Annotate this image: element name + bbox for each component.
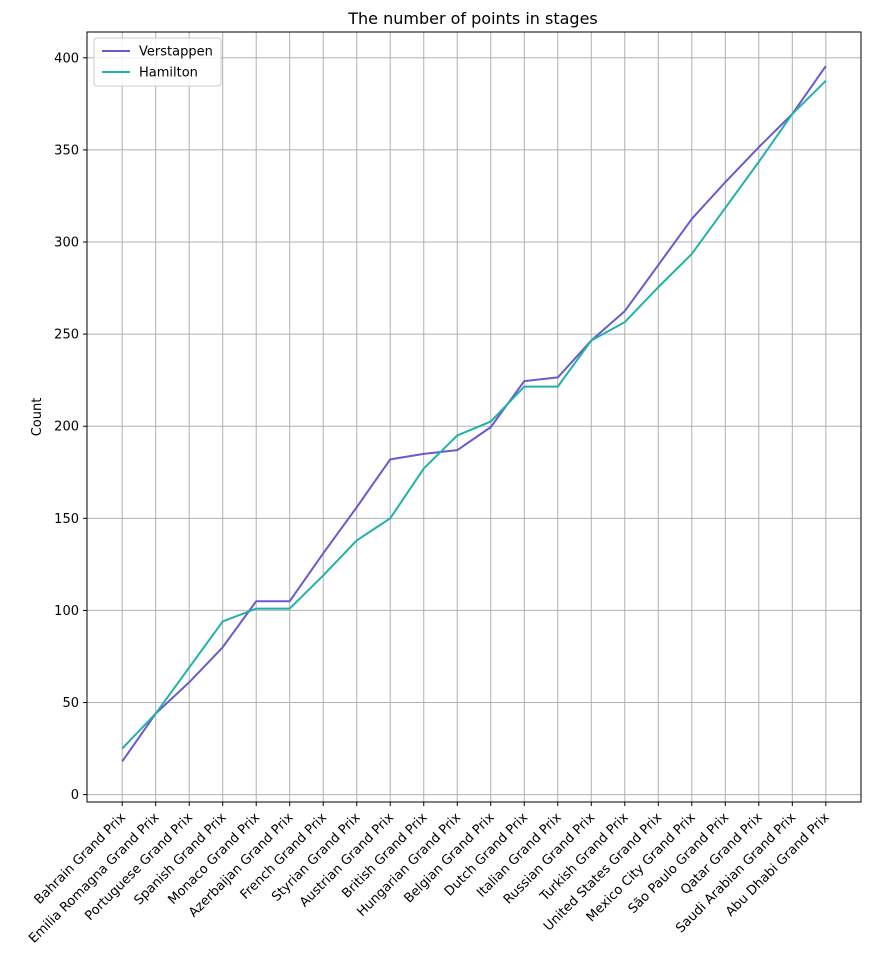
series-line-verstappen [121, 65, 827, 763]
plot-frame [86, 31, 862, 803]
y-tick-label: 100 [54, 604, 79, 619]
y-tick-label: 250 [54, 328, 79, 343]
series-layer [121, 65, 827, 763]
y-axis: 0 50 100 150 200 250 300 350 400 [54, 51, 87, 803]
y-tick-label: 200 [54, 420, 79, 435]
y-axis-label: Count [30, 398, 45, 437]
y-tick-label: 50 [62, 696, 79, 711]
series-line-hamilton [121, 80, 827, 750]
grid-lines [87, 32, 861, 802]
x-tick-label: Emilia Romagna Grand Prix [26, 810, 162, 946]
legend-label: Verstappen [139, 45, 213, 60]
y-tick-label: 150 [54, 512, 79, 527]
chart-title: The number of points in stages [347, 9, 598, 28]
y-tick-label: 300 [54, 236, 79, 251]
y-tick-label: 350 [54, 143, 79, 158]
y-tick-label: 0 [71, 788, 79, 803]
legend-label: Hamilton [139, 66, 198, 81]
legend: Verstappen Hamilton [93, 37, 222, 87]
y-tick-label: 400 [54, 51, 79, 66]
